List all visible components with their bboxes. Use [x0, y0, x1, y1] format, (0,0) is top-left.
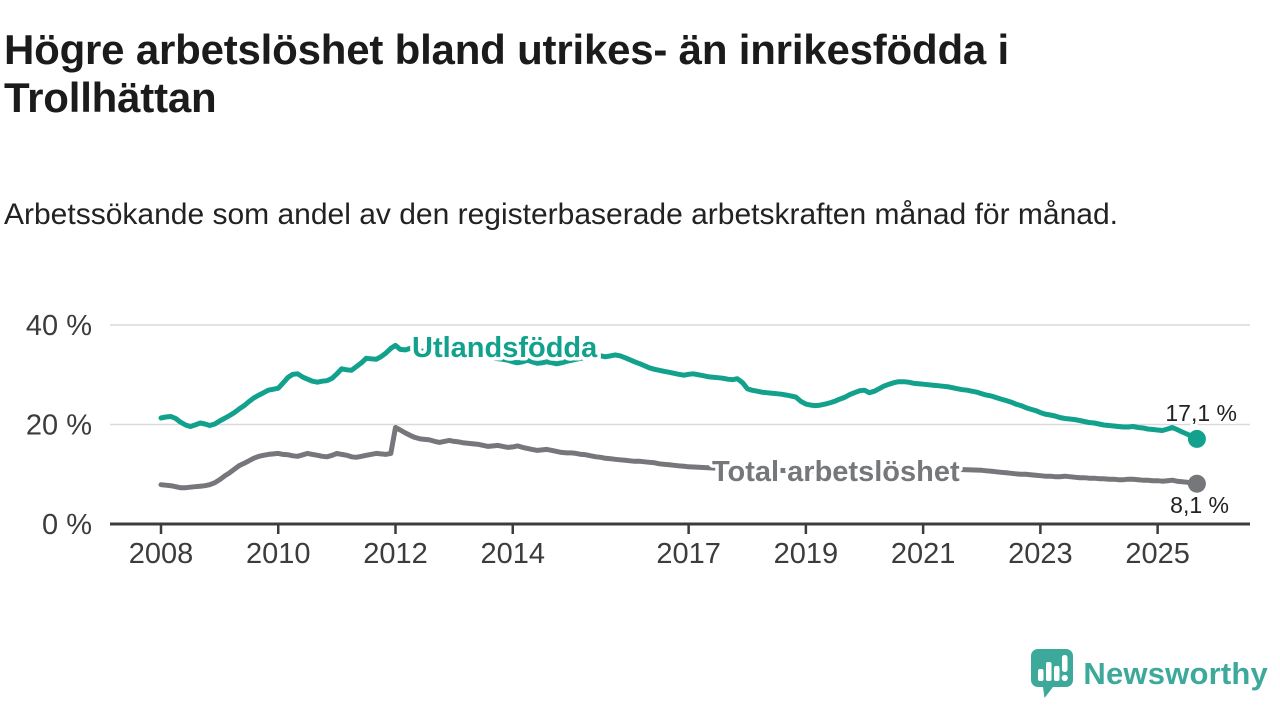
exclamation-glyph: [1062, 655, 1069, 682]
series-line-utlandsf-dda: [158, 342, 1200, 442]
bar-chart-glyph: [1038, 662, 1060, 681]
newsworthy-logo: Newsworthy: [1030, 648, 1268, 700]
x-tick-label: 2010: [246, 538, 311, 570]
series-line-total-arbetsl-shet: [158, 425, 1200, 491]
newsworthy-logo-icon: [1031, 649, 1074, 698]
end-dot-total-arbetsl-shet: [1187, 474, 1206, 493]
gridlines: 0 % 20 % 40 %: [26, 310, 1250, 541]
x-tick-label: 2019: [774, 538, 839, 570]
chart-title: Högre arbetslöshet bland utrikes- än inr…: [4, 26, 1010, 121]
y-tick-label: 0 %: [42, 509, 92, 541]
chart-subtitle: Arbetssökande som andel av den registerb…: [4, 198, 1118, 231]
end-dot-utlandsf-dda: [1187, 429, 1206, 448]
series-label-total-arbetsl-shet: Total arbetslöshet: [712, 456, 960, 488]
series-label-utlandsf-dda: Utlandsfödda: [412, 332, 598, 364]
x-tick-label: 2025: [1125, 538, 1190, 570]
x-tick-label: 2017: [656, 538, 721, 570]
x-tick-label: 2012: [363, 538, 428, 570]
end-value-label-utlandsf-dda: 17,1 %: [1165, 400, 1237, 426]
x-axis: 2008 2010 2012 2014 2017 2019 2021 2023 2025: [110, 522, 1250, 570]
y-tick-label: 20 %: [26, 410, 92, 442]
end-markers: 17,1 % 8,1 %: [1162, 397, 1240, 521]
brand-name: Newsworthy: [1083, 656, 1268, 691]
series-labels: Utlandsfödda Total arbetslöshet: [409, 329, 964, 492]
x-tick-label: 2008: [129, 538, 194, 570]
x-tick-label: 2023: [1008, 538, 1073, 570]
end-value-label-total-arbetsl-shet: 8,1 %: [1170, 492, 1229, 518]
x-tick-label: 2014: [480, 538, 545, 570]
series-lines: [158, 342, 1200, 491]
y-tick-label: 40 %: [26, 310, 92, 342]
x-tick-label: 2021: [891, 538, 956, 570]
